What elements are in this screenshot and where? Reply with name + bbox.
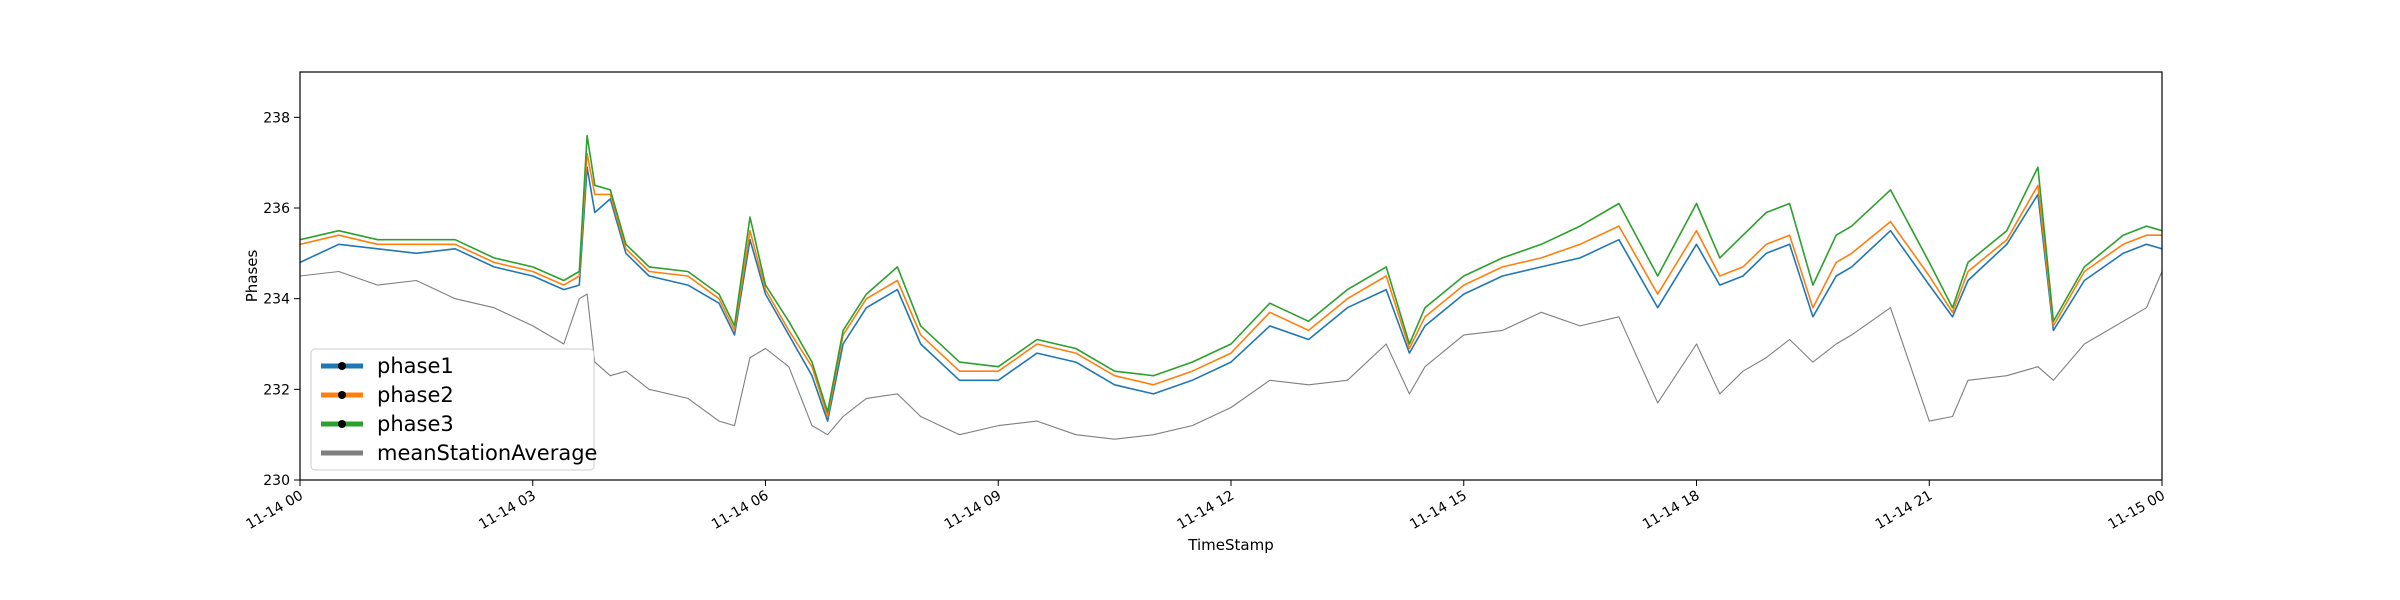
- legend-label-phase2: phase2: [377, 383, 454, 407]
- series-line-phase2: [300, 152, 2162, 418]
- y-tick-label: 236: [263, 201, 290, 217]
- legend-label-meanStationAverage: meanStationAverage: [377, 441, 597, 465]
- legend-label-phase3: phase3: [377, 412, 454, 436]
- x-tick-label: 11-14 21: [1873, 488, 1936, 533]
- legend: phase1 phase2 phase3 meanStationAverage: [310, 348, 597, 471]
- series-layer: [300, 134, 2162, 440]
- x-axis: 11-14 00 11-14 03 11-14 06 11-14 09 11-14 12…: [243, 480, 2168, 533]
- x-tick-label: 11-14 00: [243, 488, 306, 533]
- x-tick-label: 11-14 09: [942, 488, 1005, 533]
- x-tick-label: 11-14 03: [476, 488, 539, 533]
- y-tick-label: 238: [263, 110, 290, 126]
- legend-marker-phase2: [338, 391, 346, 399]
- y-axis: 230 232 234 236 238: [263, 110, 300, 489]
- x-tick-label: 11-14 15: [1407, 488, 1470, 533]
- y-tick-label: 232: [263, 382, 290, 398]
- y-tick-label: 230: [263, 473, 290, 489]
- y-tick-label: 234: [263, 292, 290, 308]
- x-tick-label: 11-14 18: [1640, 488, 1703, 533]
- legend-marker-phase3: [338, 420, 346, 428]
- y-axis-label: Phases: [243, 250, 261, 303]
- legend-marker-phase1: [338, 362, 346, 370]
- x-tick-label: 11-15 00: [2105, 488, 2168, 533]
- series-line-phase3: [300, 134, 2162, 413]
- x-axis-label: TimeStamp: [1187, 536, 1273, 554]
- x-tick-label: 11-14 06: [709, 488, 772, 533]
- legend-label-phase1: phase1: [377, 354, 454, 378]
- legend-box: [310, 348, 595, 471]
- series-line-phase1: [300, 166, 2162, 422]
- x-tick-label: 11-14 12: [1174, 488, 1237, 533]
- series-line-meanStationAverage: [300, 270, 2162, 440]
